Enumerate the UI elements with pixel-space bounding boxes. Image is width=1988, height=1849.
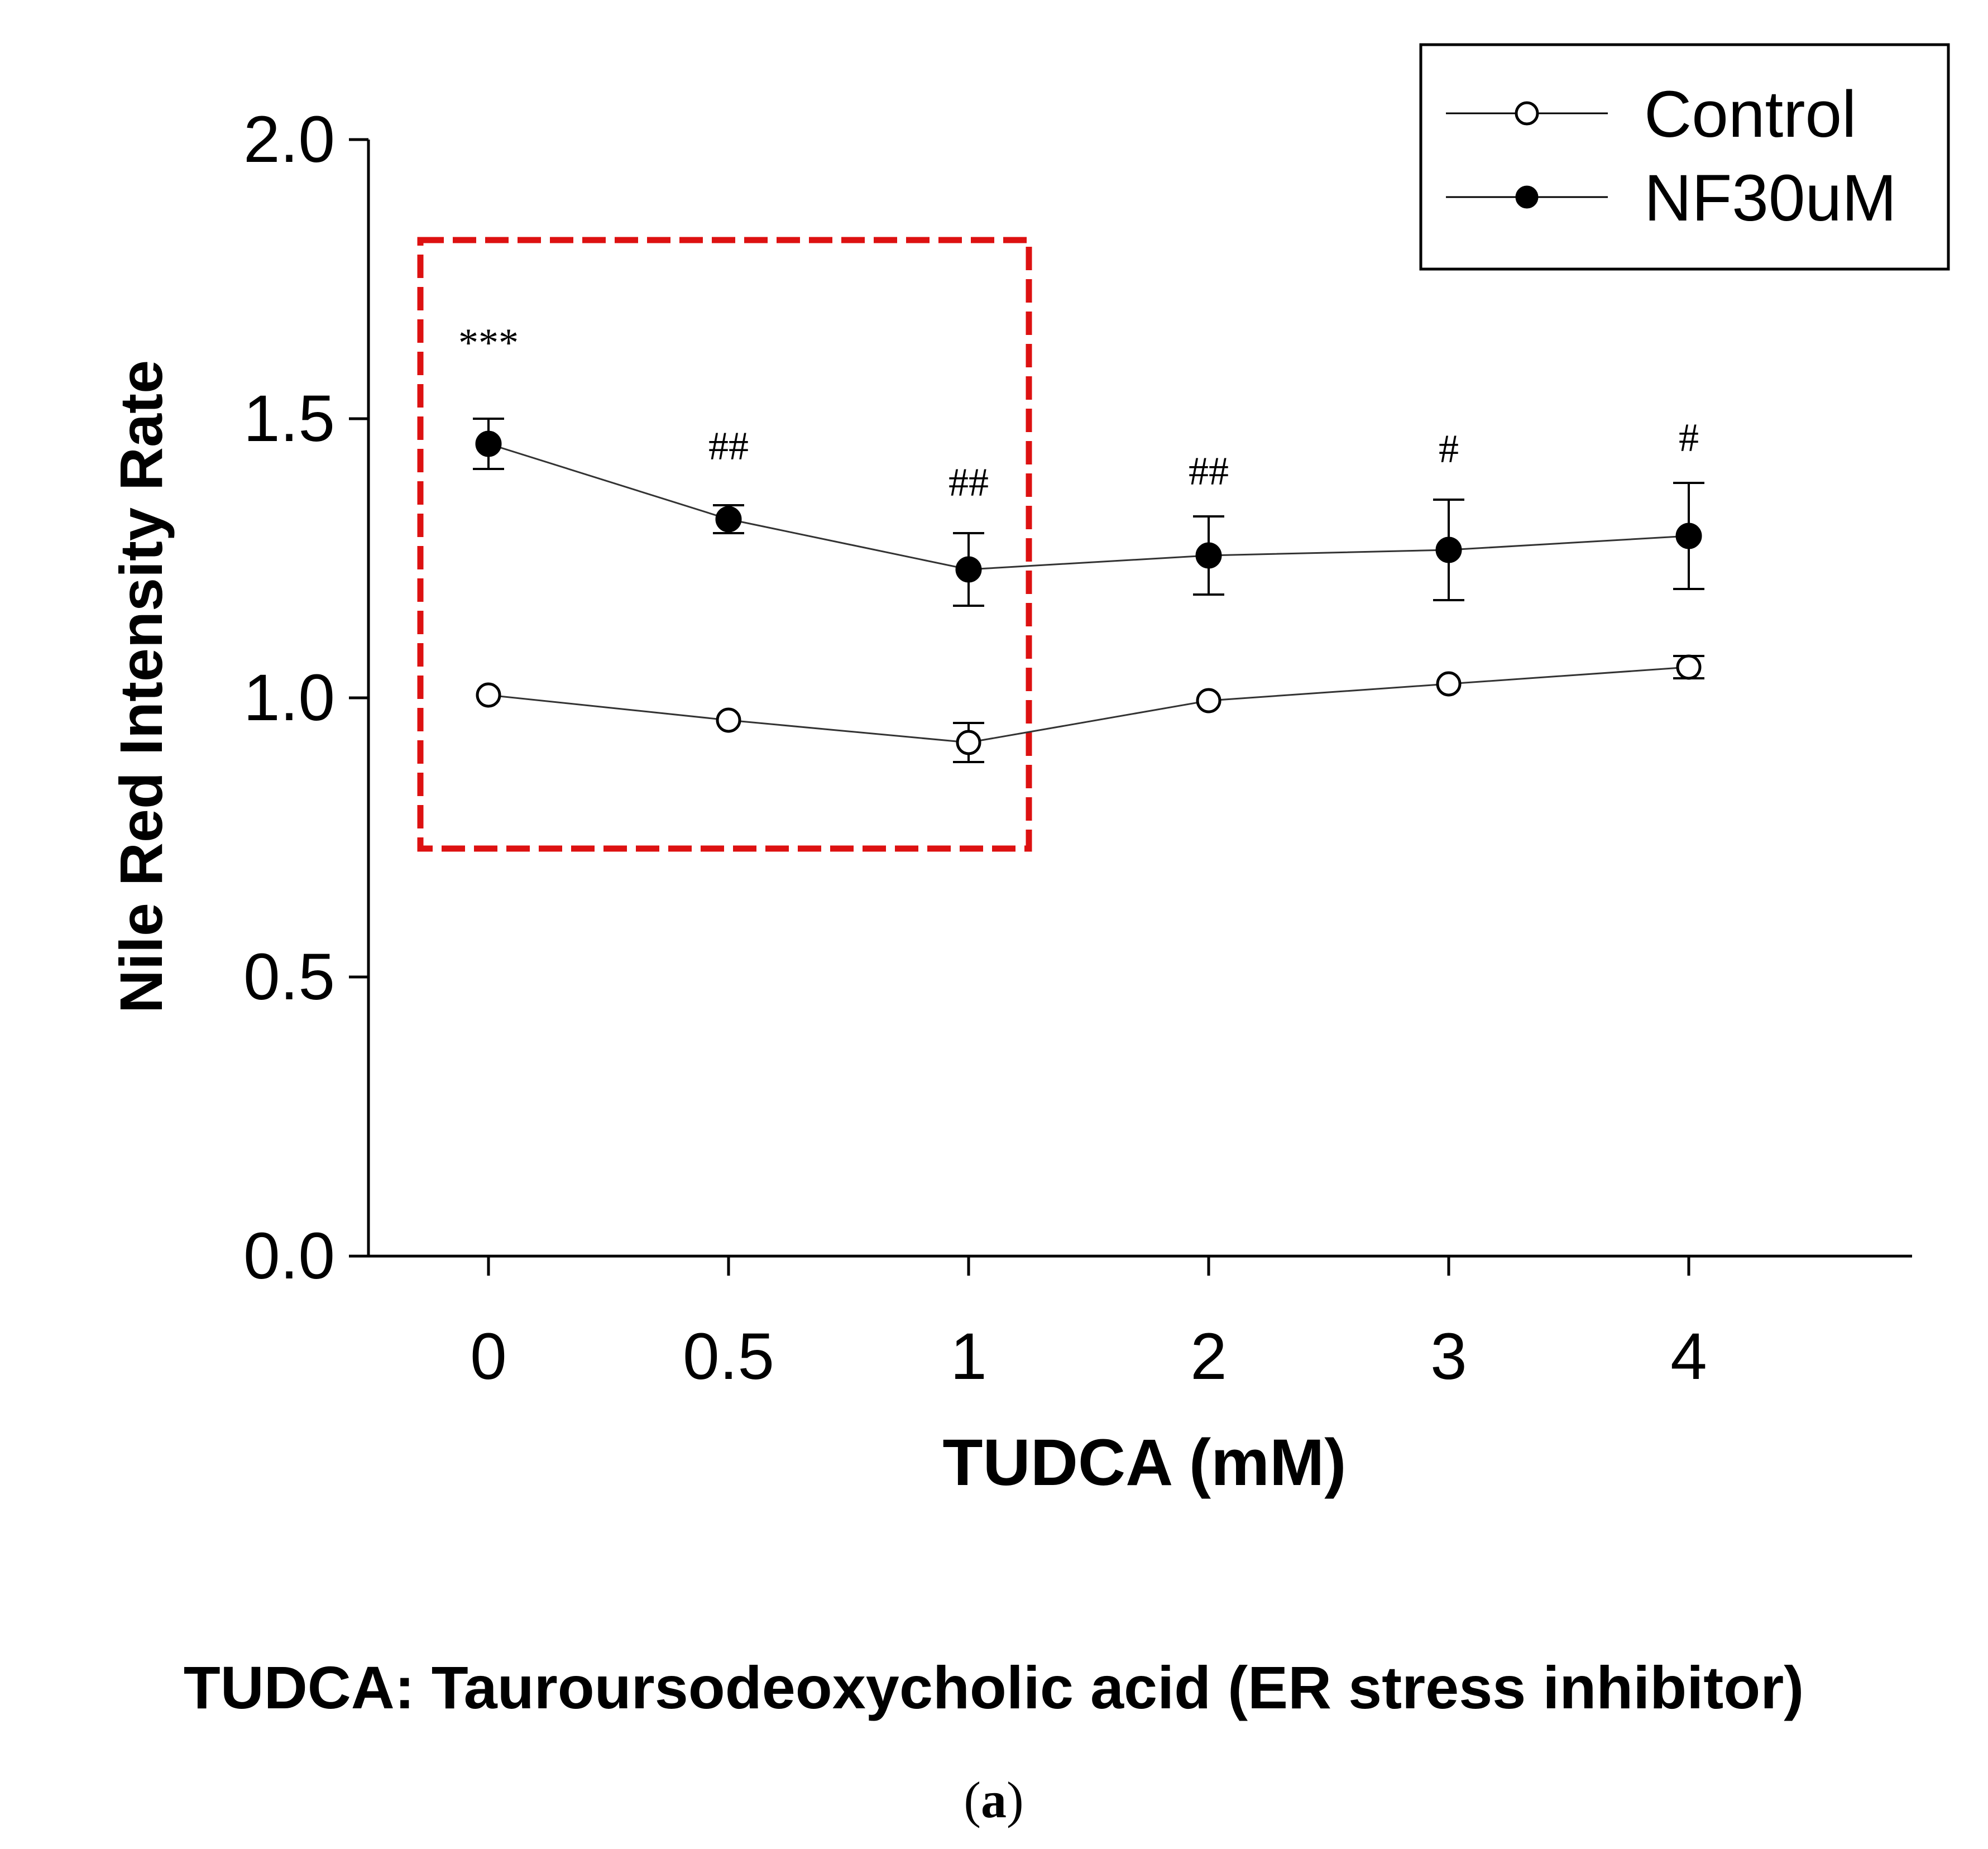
series-line-control: [488, 666, 1689, 744]
data-point-nf30um: [1195, 542, 1222, 569]
legend-label-nf30um: NF30uM: [1644, 161, 1896, 235]
data-point-nf30um: [955, 556, 982, 583]
series-layer: [473, 418, 1704, 763]
significance-label: ##: [708, 424, 749, 468]
y-tick-label: 1.0: [243, 661, 335, 735]
axes: [367, 140, 1912, 1258]
series-nf30um: [473, 418, 1704, 607]
data-point-nf30um: [475, 430, 502, 457]
panel-paren-close: ): [1007, 1771, 1024, 1828]
significance-label: #: [1439, 427, 1459, 471]
panel-paren-open: (: [964, 1771, 981, 1828]
caption-definition: TUDCA: Tauroursodeoxycholic acid (ER str…: [184, 1654, 1804, 1721]
x-tick-label: 1: [950, 1320, 987, 1393]
series-control: [476, 654, 1704, 763]
significance-label: ***: [458, 320, 519, 365]
y-tick-label: 0.5: [243, 940, 335, 1014]
significance-label: #: [1679, 415, 1699, 460]
x-tick-label: 0.5: [683, 1320, 774, 1393]
significance-label: ##: [949, 460, 989, 505]
y-tick-label: 2.0: [243, 103, 335, 176]
legend-label-control: Control: [1644, 78, 1856, 151]
data-point-control: [1676, 654, 1702, 680]
significance-label: ##: [1189, 449, 1229, 494]
significance-annotations: ***#### ## # #: [458, 320, 1699, 505]
data-point-nf30um: [715, 506, 742, 533]
x-tick-label: 0: [470, 1320, 507, 1393]
y-tick-label: 0.0: [243, 1219, 335, 1293]
data-point-control: [716, 707, 741, 733]
data-point-control: [1436, 671, 1462, 697]
x-tick-label: 4: [1670, 1320, 1707, 1393]
y-axis-ticks: 0.0 0.5 1.0 1.5 2.0: [243, 103, 368, 1293]
legend: Control NF30uM: [1419, 43, 1950, 271]
highlight-box-layer: [417, 237, 1032, 852]
data-point-nf30um: [1675, 523, 1702, 549]
x-tick-label: 3: [1430, 1320, 1467, 1393]
data-point-control: [1196, 688, 1221, 713]
panel-label: (a): [964, 1771, 1023, 1828]
legend-marker-control: [1515, 101, 1539, 126]
legend-box: [1419, 43, 1950, 271]
y-tick-label: 1.5: [243, 382, 335, 456]
x-axis-label: TUDCA (mM): [942, 1426, 1346, 1500]
x-tick-label: 2: [1190, 1320, 1227, 1393]
legend-marker-nf30um: [1515, 185, 1539, 209]
x-axis-ticks: 0 0.5 1 2 3 4: [470, 1256, 1707, 1393]
y-axis-label: Nile Red Intensity Rate: [107, 360, 175, 1013]
data-point-control: [476, 682, 501, 708]
data-point-control: [956, 730, 981, 755]
series-line-nf30um: [488, 443, 1689, 571]
data-point-nf30um: [1435, 537, 1462, 563]
panel-letter: a: [981, 1771, 1007, 1828]
highlight-box: [417, 237, 1032, 852]
